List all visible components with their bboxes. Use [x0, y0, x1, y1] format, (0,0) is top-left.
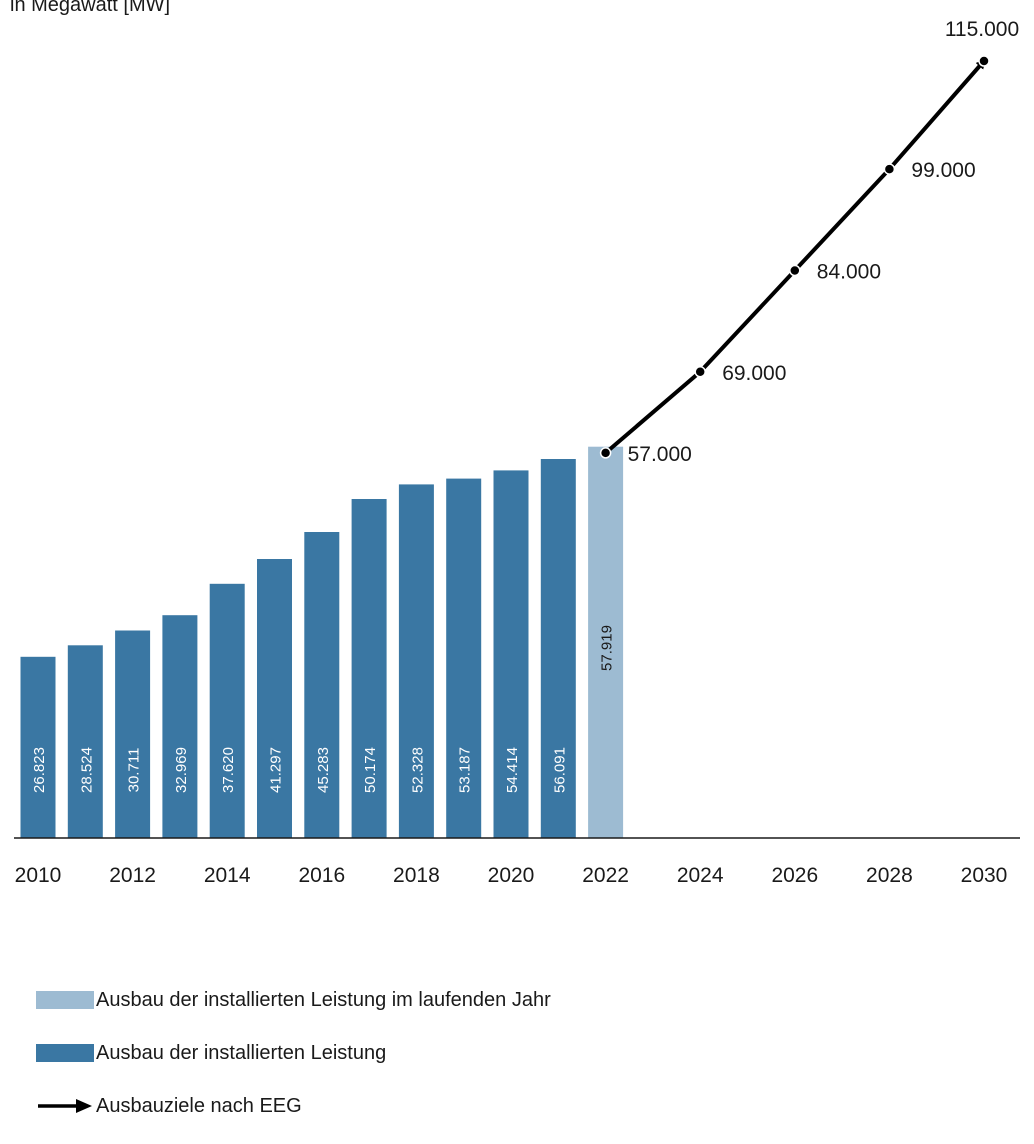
bar-2018	[398, 484, 434, 838]
legend: Ausbau der installierten Leistung im lau…	[36, 985, 551, 1144]
bar-value-label-2021: 56.091	[551, 747, 568, 793]
bar-value-label-2014: 37.620	[220, 747, 237, 793]
bar-2016	[304, 532, 340, 838]
target-label-2022: 57.000	[628, 443, 692, 466]
target-label-2030: 115.000	[945, 18, 1019, 41]
legend-swatch-installed	[36, 1044, 94, 1062]
legend-item-installed: Ausbau der installierten Leistung	[36, 1038, 551, 1068]
target-point-2028	[883, 163, 896, 175]
bars-layer: 26.823 28.524 30.711 32.969 37.620 41.297 45.2…	[20, 446, 624, 838]
x-tick-label-2030: 2030	[961, 864, 1008, 887]
bar-2014	[209, 583, 245, 838]
bar-2017	[351, 499, 387, 838]
legend-item-current: Ausbau der installierten Leistung im lau…	[36, 985, 551, 1015]
x-tick-label-2010: 2010	[15, 864, 62, 887]
x-tick-label-2018: 2018	[393, 864, 440, 887]
bar-value-label-2016: 45.283	[315, 747, 332, 793]
bar-2011	[67, 645, 103, 838]
bar-value-label-2019: 53.187	[457, 747, 474, 793]
x-tick-label-2028: 2028	[866, 864, 913, 887]
target-point-2026	[789, 264, 801, 277]
x-tick-label-2024: 2024	[677, 864, 724, 887]
legend-arrow-icon	[38, 1099, 92, 1113]
bar-line-chart: 26.823 28.524 30.711 32.969 37.620 41.297 45.2…	[14, 18, 1020, 887]
bar-value-label-2018: 52.328	[409, 747, 426, 793]
legend-item-targets: Ausbauziele nach EEG	[36, 1091, 551, 1121]
target-label-2026: 84.000	[817, 261, 881, 284]
unit-label: in Megawatt [MW]	[10, 0, 171, 16]
x-tick-label-2020: 2020	[488, 864, 535, 887]
legend-swatch-current	[36, 991, 94, 1009]
target-series: 57.000 69.000 84.000 99.000 115.000	[599, 18, 1019, 466]
bar-2022	[588, 446, 624, 838]
target-label-2028: 99.000	[911, 159, 975, 182]
target-line	[604, 58, 986, 455]
bar-2013	[162, 615, 198, 838]
bar-value-label-2020: 54.414	[504, 747, 521, 793]
target-point-2024	[694, 366, 706, 378]
legend-label-targets: Ausbauziele nach EEG	[96, 1094, 302, 1117]
bar-value-label-2015: 41.297	[268, 747, 285, 793]
x-tick-label-2012: 2012	[109, 864, 156, 887]
bar-value-label-2022: 57.919	[599, 625, 616, 671]
legend-label-current: Ausbau der installierten Leistung im lau…	[96, 988, 551, 1011]
bar-value-label-2013: 32.969	[173, 747, 190, 793]
bar-value-label-2012: 30.711	[126, 748, 143, 793]
bar-value-label-2010: 26.823	[31, 747, 48, 793]
bar-2020	[493, 470, 529, 838]
bar-2010	[20, 656, 56, 838]
x-axis: 2010 2012 2014 2016 2018 2020 2022 2024 2026 2028…	[14, 837, 1020, 887]
bar-value-label-2017: 50.174	[362, 747, 379, 793]
x-tick-label-2014: 2014	[204, 864, 251, 887]
target-label-2024: 69.000	[722, 362, 786, 385]
legend-label-installed: Ausbau der installierten Leistung	[96, 1041, 387, 1064]
bar-2019	[446, 478, 482, 838]
target-point-2022	[599, 447, 612, 459]
bar-2012	[115, 630, 151, 838]
target-point-2030	[978, 55, 990, 67]
x-tick-label-2016: 2016	[298, 864, 345, 887]
bar-value-label-2011: 28.524	[78, 747, 95, 793]
x-tick-label-2026: 2026	[771, 864, 818, 887]
bar-2021	[540, 459, 576, 838]
x-tick-label-2022: 2022	[582, 864, 629, 887]
bar-2015	[257, 559, 292, 838]
